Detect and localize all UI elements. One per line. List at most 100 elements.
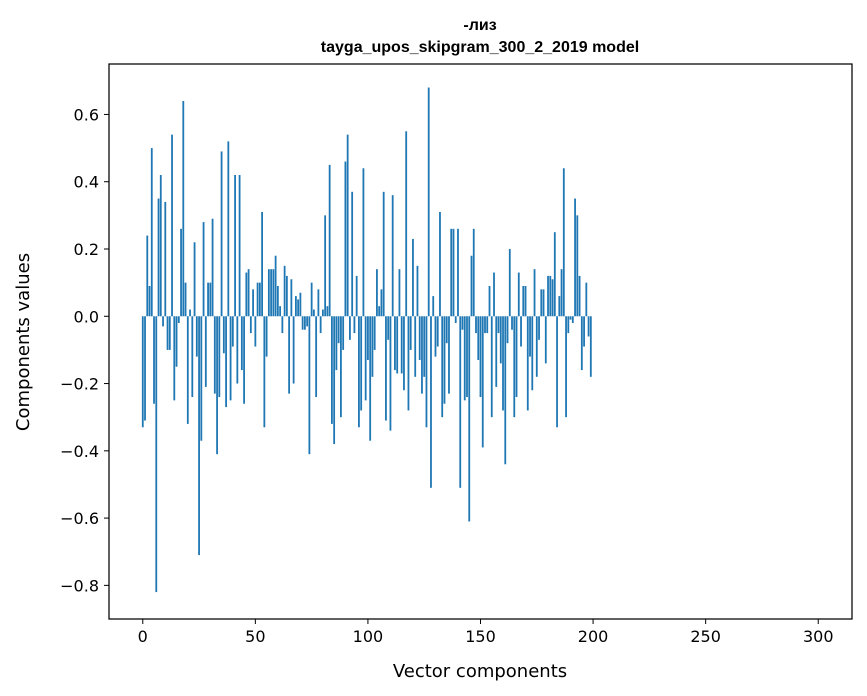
bar-140 (457, 228, 459, 317)
bar-38 (227, 141, 230, 317)
bar-32 (213, 316, 216, 394)
bar-167 (517, 272, 520, 317)
bar-96 (358, 316, 360, 428)
bar-41 (234, 175, 236, 317)
bar-43 (238, 175, 241, 317)
bar-195 (580, 316, 583, 371)
bar-73 (306, 316, 309, 327)
bar-60 (276, 286, 279, 317)
bar-88 (340, 316, 342, 418)
bar-82 (326, 306, 329, 317)
bar-95 (355, 275, 358, 317)
bar-75 (310, 282, 313, 317)
bar-31 (211, 218, 214, 317)
bar-34 (218, 316, 221, 397)
bar-121 (414, 316, 417, 377)
bar-114 (398, 269, 401, 317)
bar-89 (342, 316, 345, 350)
bar-181 (549, 275, 552, 317)
bar-107 (382, 191, 385, 317)
bar-157 (495, 316, 498, 387)
bar-122 (416, 265, 419, 317)
bar-87 (337, 316, 340, 344)
bar-184 (556, 316, 558, 428)
bar-53 (261, 212, 263, 317)
bar-0 (141, 316, 144, 428)
bar-153 (486, 316, 489, 334)
bar-111 (391, 195, 394, 317)
bar-28 (204, 316, 207, 387)
bar-134 (443, 316, 446, 404)
bar-84 (331, 316, 333, 424)
bar-21 (189, 309, 191, 317)
bar-14 (173, 316, 176, 401)
bar-180 (547, 275, 549, 317)
bar-148 (475, 316, 477, 334)
x-tick-label: 200 (578, 627, 609, 646)
bar-70 (299, 292, 302, 317)
bar-19 (184, 282, 187, 317)
bar-166 (515, 316, 518, 397)
bar-126 (425, 316, 428, 428)
bar-109 (387, 316, 390, 340)
bar-154 (488, 286, 491, 317)
bar-196 (583, 316, 585, 347)
bar-83 (328, 164, 331, 317)
bar-142 (461, 316, 464, 330)
bar-59 (274, 255, 277, 317)
bar-113 (396, 316, 399, 374)
bar-40 (231, 316, 234, 347)
bar-4 (150, 148, 153, 317)
bar-61 (279, 306, 282, 317)
bar-110 (389, 316, 392, 431)
bar-186 (560, 269, 563, 317)
bar-168 (520, 316, 522, 347)
bar-115 (400, 316, 403, 374)
x-tick-label: 50 (245, 627, 265, 646)
bar-187 (562, 168, 565, 317)
bar-100 (367, 316, 369, 360)
bar-76 (312, 309, 315, 317)
y-tick-label: 0.2 (74, 240, 99, 259)
bar-80 (321, 309, 324, 317)
bar-129 (432, 296, 435, 317)
bar-164 (511, 316, 513, 330)
bar-136 (448, 316, 450, 394)
bar-37 (225, 316, 227, 408)
bar-81 (324, 215, 327, 317)
y-tick-label: 0.0 (74, 307, 99, 326)
bar-104 (376, 269, 378, 317)
bar-26 (200, 316, 203, 441)
bar-120 (412, 238, 414, 317)
y-tick-label: 0.4 (74, 173, 99, 192)
bar-17 (180, 228, 182, 317)
bar-105 (378, 306, 381, 317)
bar-10 (164, 201, 167, 317)
bar-188 (565, 316, 567, 418)
bar-131 (436, 316, 439, 347)
bar-13 (171, 134, 173, 317)
x-tick-label: 100 (353, 627, 384, 646)
bar-86 (335, 316, 338, 371)
bar-35 (220, 151, 223, 317)
bar-77 (315, 316, 318, 397)
y-tick-label: −0.8 (60, 576, 99, 595)
bar-150 (479, 316, 482, 397)
bar-54 (263, 316, 266, 428)
chart-subtitle: tayga_upos_skipgram_300_2_2019 model (321, 39, 639, 56)
bar-141 (459, 316, 462, 488)
bar-48 (249, 316, 252, 334)
bar-175 (535, 316, 538, 377)
bar-135 (445, 316, 448, 344)
bar-145 (468, 316, 471, 522)
bar-6 (155, 316, 158, 593)
y-axis: −0.8 −0.6 −0.4 −0.2 0.0 0.2 0.4 0.6 (60, 105, 109, 595)
bar-124 (421, 316, 423, 394)
bar-45 (243, 316, 245, 404)
bar-66 (290, 279, 293, 317)
bar-102 (371, 316, 374, 377)
bar-72 (303, 316, 306, 330)
bar-163 (508, 249, 511, 317)
bar-128 (430, 316, 432, 488)
